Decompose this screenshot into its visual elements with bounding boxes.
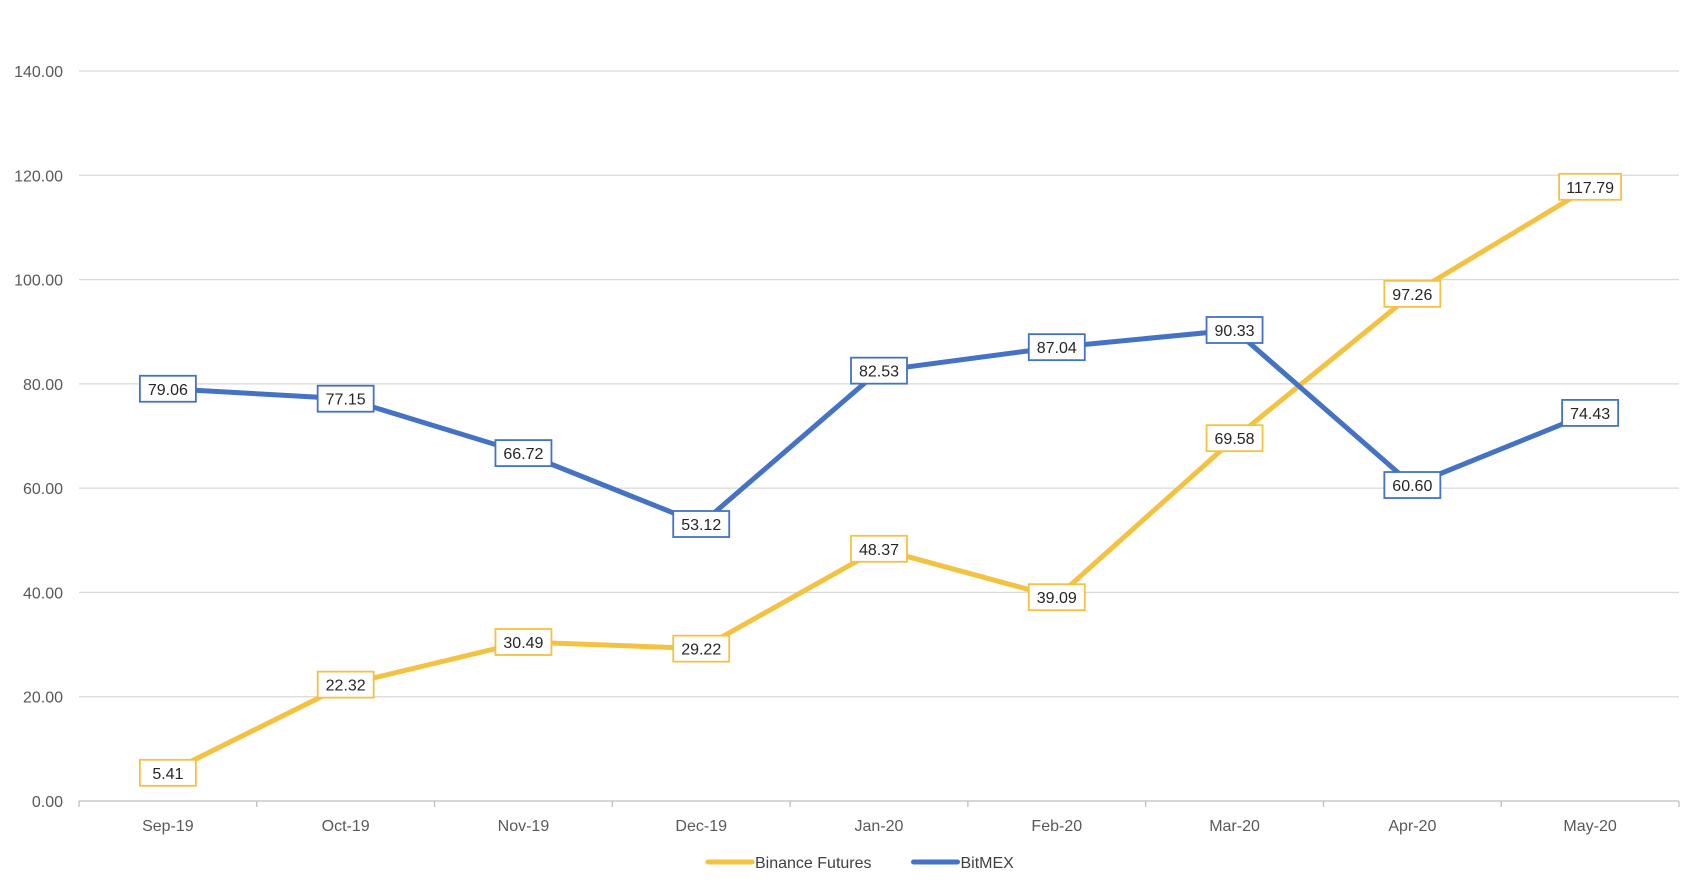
data-label-0-4: 48.37 [850,534,908,563]
data-label-text-0-6: 69.58 [1215,431,1255,448]
data-label-text-1-4: 82.53 [859,364,899,381]
data-label-1-7: 60.60 [1383,471,1442,499]
data-label-0-2: 30.49 [494,628,553,656]
data-label-text-0-4: 48.37 [859,542,899,559]
data-label-0-7: 97.26 [1383,279,1442,308]
data-label-box-0-0 [138,758,197,787]
y-tick-label-0: 0.00 [32,794,63,811]
data-label-0-8: 117.79 [1558,172,1623,201]
data-label-text-0-5: 39.09 [1037,590,1077,607]
series-line-0 [165,184,1593,776]
data-label-box-1-8 [1561,399,1620,427]
x-tick-label-6: Mar-20 [1209,818,1260,835]
data-label-text-0-3: 29.22 [681,642,721,659]
x-tick-label-2: Nov-19 [498,818,550,835]
data-label-1-1: 77.15 [316,384,375,413]
y-tick-label-7: 140.00 [14,64,63,81]
data-label-box-0-6 [1205,424,1264,453]
x-tick-label-0: Sep-19 [142,818,194,835]
data-label-box-0-7 [1383,279,1442,308]
series-lines [165,184,1593,776]
data-label-text-0-2: 30.49 [503,635,543,652]
data-label-box-1-5 [1027,333,1086,362]
data-label-0-0: 5.41 [138,758,197,787]
data-label-text-1-6: 90.33 [1215,323,1255,340]
x-tick-label-7: Apr-20 [1388,818,1436,835]
x-tick-label-8: May-20 [1563,818,1616,835]
y-tick-label-6: 120.00 [14,168,63,185]
y-tick-label-1: 20.00 [23,690,63,707]
data-label-box-0-3 [672,634,731,663]
y-tick-label-5: 100.00 [14,273,63,290]
axes: 0.00 20.00 40.00 60.00 80.00 100.00 120.00 140.… [14,64,1680,835]
data-label-0-1: 22.32 [316,670,375,699]
data-label-1-5: 87.04 [1027,333,1086,362]
data-label-text-1-1: 77.15 [326,392,366,409]
data-label-box-0-2 [494,628,553,656]
data-label-box-1-0 [138,374,197,403]
data-label-0-6: 69.58 [1205,424,1264,453]
data-label-box-0-8 [1558,172,1623,201]
x-tick-label-1: Oct-19 [322,818,370,835]
legend-label-1: BitMEX [961,855,1015,872]
legend-label-0: Binance Futures [755,855,872,872]
data-label-0-5: 39.09 [1027,583,1086,612]
data-label-box-0-5 [1027,583,1086,612]
data-label-1-3: 53.12 [672,510,731,538]
data-label-box-1-6 [1205,316,1264,344]
x-tick-label-4: Jan-20 [855,818,904,835]
legend-item-1: BitMEX [911,855,1015,872]
data-label-text-1-2: 66.72 [503,446,543,463]
data-label-box-1-7 [1383,471,1442,499]
y-tick-label-2: 40.00 [23,585,63,602]
data-label-1-0: 79.06 [138,374,197,403]
data-label-1-8: 74.43 [1561,399,1620,427]
data-label-box-0-4 [850,534,908,563]
data-label-box-1-3 [672,510,731,538]
data-label-text-0-1: 22.32 [326,678,366,695]
data-label-box-1-4 [850,356,908,385]
data-label-text-1-3: 53.12 [681,517,721,534]
data-label-box-1-1 [316,384,375,413]
data-label-0-3: 29.22 [672,634,731,663]
data-label-box-0-1 [316,670,375,699]
y-tick-label-3: 60.00 [23,481,63,498]
y-tick-label-4: 80.00 [23,377,63,394]
legend-item-0: Binance Futures [705,855,872,872]
data-label-text-0-7: 97.26 [1392,287,1432,304]
data-label-1-6: 90.33 [1205,316,1264,344]
data-label-text-0-0: 5.41 [152,766,183,783]
data-label-text-1-8: 74.43 [1570,406,1610,423]
data-label-box-1-2 [494,439,553,468]
gridlines [79,70,1679,698]
data-label-text-1-7: 60.60 [1392,478,1432,495]
data-label-text-1-0: 79.06 [148,382,188,399]
data-label-1-4: 82.53 [850,356,908,385]
x-tick-label-3: Dec-19 [675,818,727,835]
data-label-1-2: 66.72 [494,439,553,468]
data-label-text-1-5: 87.04 [1037,340,1077,357]
data-label-text-0-8: 117.79 [1566,180,1614,197]
data-labels: 5.41 22.32 30.49 29.22 48.37 39.09 69.58 97.26 1… [138,172,1623,787]
legend: Binance Futures BitMEX [705,855,1015,872]
x-tick-label-5: Feb-20 [1031,818,1082,835]
